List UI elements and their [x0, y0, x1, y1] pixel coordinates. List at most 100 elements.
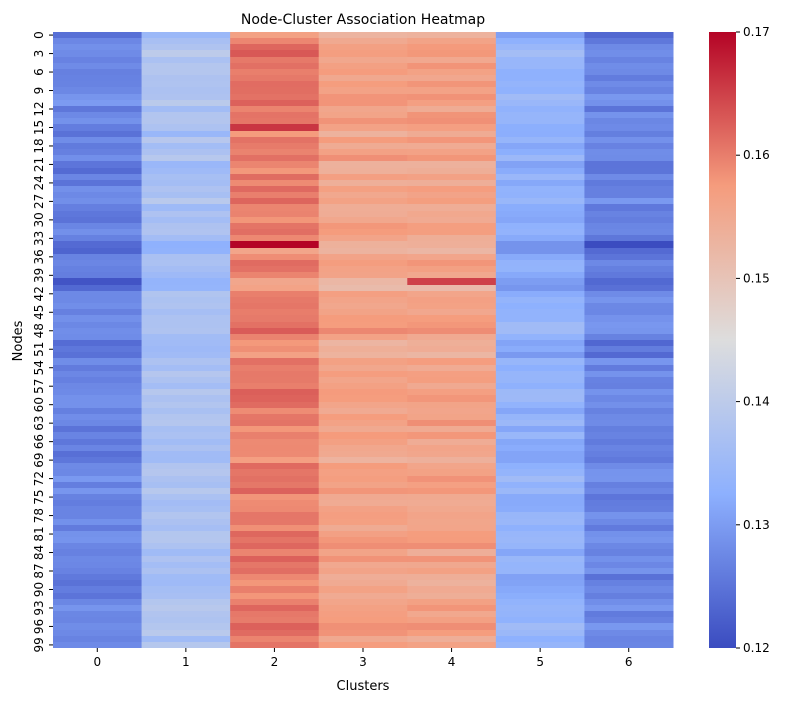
heatmap-cell — [141, 278, 231, 285]
heatmap-cell — [141, 593, 231, 599]
heatmap-cell — [53, 531, 143, 537]
heatmap-cell — [318, 617, 408, 623]
heatmap-cell — [407, 186, 497, 192]
heatmap-cell — [53, 266, 143, 272]
heatmap-cell — [53, 482, 143, 488]
heatmap-cell — [495, 371, 585, 377]
heatmap-cell — [584, 630, 674, 636]
heatmap-cell — [230, 328, 320, 334]
heatmap-cell — [407, 137, 497, 143]
heatmap-cell — [53, 137, 143, 143]
heatmap-cell — [318, 537, 408, 543]
heatmap-cell — [584, 211, 674, 217]
heatmap-cell — [495, 432, 585, 439]
heatmap-cell — [53, 285, 143, 291]
heatmap-cell — [141, 605, 231, 611]
heatmap-cell — [407, 395, 497, 402]
heatmap-cell — [230, 254, 320, 260]
y-tick-label: 24 — [32, 175, 46, 190]
heatmap-cell — [407, 32, 497, 38]
heatmap-cell — [53, 500, 143, 506]
heatmap-cell — [230, 482, 320, 488]
heatmap-cell — [318, 297, 408, 303]
heatmap-cell — [141, 580, 231, 586]
heatmap-cell — [141, 512, 231, 519]
heatmap-cell — [584, 445, 674, 451]
heatmap-cell — [53, 605, 143, 611]
heatmap-cell — [53, 457, 143, 463]
heatmap-cell — [584, 155, 674, 161]
heatmap-cell — [53, 118, 143, 124]
heatmap-cell — [318, 346, 408, 352]
heatmap-cell — [318, 630, 408, 636]
heatmap-cell — [53, 408, 143, 414]
heatmap-cell — [407, 192, 497, 198]
heatmap-cell — [318, 556, 408, 562]
heatmap-cell — [584, 605, 674, 611]
heatmap-cell — [407, 57, 497, 63]
heatmap-cell — [141, 488, 231, 494]
y-axis-label: Nodes — [11, 320, 26, 361]
colorbar-tick-label: 0.16 — [743, 148, 770, 162]
heatmap-cell — [318, 457, 408, 463]
heatmap-cell — [584, 494, 674, 500]
heatmap-cell — [53, 94, 143, 100]
heatmap-cell — [584, 50, 674, 57]
heatmap-cell — [584, 593, 674, 599]
y-tick-label: 12 — [32, 101, 46, 116]
heatmap-cell — [407, 168, 497, 174]
heatmap-cell — [407, 611, 497, 617]
heatmap-cell — [230, 186, 320, 192]
heatmap-cell — [584, 574, 674, 580]
heatmap-cell — [318, 248, 408, 254]
heatmap-cell — [141, 50, 231, 57]
heatmap-cell — [141, 562, 231, 568]
heatmap-cell — [495, 241, 585, 248]
heatmap-cell — [230, 322, 320, 328]
heatmap-cell — [407, 309, 497, 315]
heatmap-cell — [584, 340, 674, 346]
heatmap-cell — [407, 254, 497, 260]
heatmap-cell — [141, 531, 231, 537]
heatmap-cell — [318, 285, 408, 291]
heatmap-cell — [230, 439, 320, 445]
heatmap-cell — [53, 512, 143, 519]
heatmap-cell — [318, 217, 408, 223]
heatmap-cell — [495, 174, 585, 180]
heatmap-cell — [318, 328, 408, 334]
heatmap-cell — [230, 352, 320, 358]
heatmap-cell — [584, 586, 674, 593]
heatmap-cell — [53, 476, 143, 482]
heatmap-cell — [230, 149, 320, 155]
heatmap-cell — [141, 285, 231, 291]
heatmap-cell — [318, 488, 408, 494]
heatmap-cell — [141, 204, 231, 211]
heatmap-cell — [407, 94, 497, 100]
heatmap-cell — [53, 291, 143, 297]
heatmap-cell — [230, 57, 320, 63]
heatmap-cell — [495, 81, 585, 87]
heatmap-cell — [53, 469, 143, 476]
heatmap-cell — [495, 395, 585, 402]
heatmap-cell — [584, 463, 674, 469]
heatmap-cell — [495, 525, 585, 531]
heatmap-cell — [584, 44, 674, 50]
heatmap-cell — [141, 383, 231, 389]
heatmap-cell — [407, 315, 497, 322]
heatmap-cell — [318, 137, 408, 143]
heatmap-cell — [584, 303, 674, 309]
heatmap-cell — [141, 420, 231, 426]
heatmap-cell — [318, 278, 408, 285]
heatmap-cell — [495, 599, 585, 605]
heatmap-cell — [407, 112, 497, 118]
y-tick-label: 33 — [32, 231, 46, 246]
heatmap-cell — [495, 488, 585, 494]
heatmap-cell — [584, 87, 674, 94]
heatmap-cell — [53, 506, 143, 512]
heatmap-cell — [318, 32, 408, 38]
heatmap-cell — [584, 457, 674, 463]
heatmap-cell — [53, 229, 143, 235]
heatmap-cell — [584, 254, 674, 260]
heatmap-cell — [318, 44, 408, 50]
